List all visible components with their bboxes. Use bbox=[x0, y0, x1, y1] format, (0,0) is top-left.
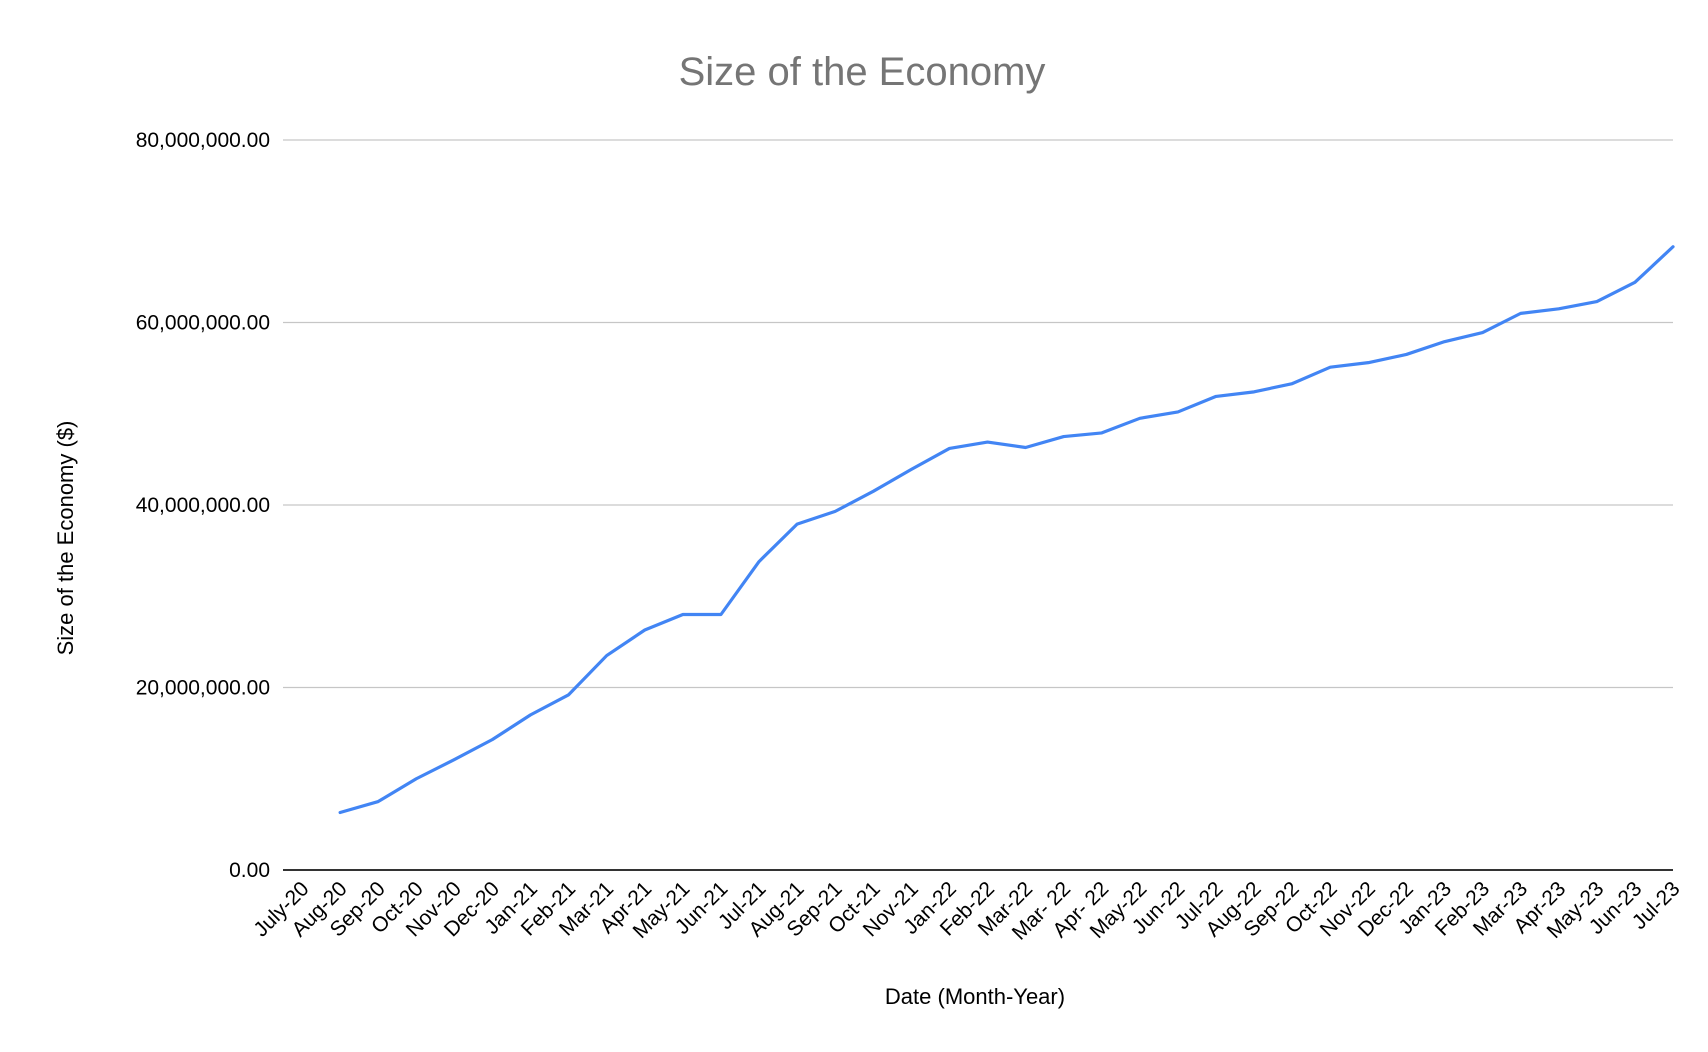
data-point bbox=[1481, 331, 1485, 335]
data-point bbox=[1176, 410, 1180, 414]
data-point bbox=[414, 777, 418, 781]
data-point bbox=[1290, 382, 1294, 386]
data-point bbox=[1024, 446, 1028, 450]
y-axis-label: Size of the Economy ($) bbox=[53, 421, 78, 656]
data-point bbox=[947, 446, 951, 450]
data-point bbox=[871, 489, 875, 493]
data-point bbox=[986, 440, 990, 444]
series-line bbox=[338, 245, 1675, 815]
x-axis-ticks: July-20Aug-20Sep-20Oct-20Nov-20Dec-20Jan… bbox=[249, 877, 1684, 944]
data-point bbox=[1557, 307, 1561, 311]
data-point bbox=[452, 758, 456, 762]
y-tick-label: 40,000,000.00 bbox=[136, 494, 270, 517]
y-axis-ticks: 0.00 20,000,000.00 40,000,000.00 60,000,000… bbox=[136, 129, 270, 882]
data-point bbox=[681, 613, 685, 617]
data-point bbox=[1100, 431, 1104, 435]
data-point bbox=[1443, 340, 1447, 344]
data-point bbox=[643, 628, 647, 632]
data-point bbox=[1519, 311, 1523, 315]
data-point bbox=[605, 654, 609, 658]
data-point bbox=[1404, 352, 1408, 356]
data-point bbox=[909, 467, 913, 471]
gridlines bbox=[283, 139, 1673, 871]
data-point bbox=[1328, 365, 1332, 369]
data-point bbox=[757, 560, 761, 564]
data-point bbox=[719, 613, 723, 617]
y-tick-label: 0.00 bbox=[229, 859, 270, 882]
data-point bbox=[529, 713, 533, 717]
chart-title: Size of the Economy bbox=[679, 50, 1046, 94]
y-tick-label: 60,000,000.00 bbox=[136, 312, 270, 335]
data-point bbox=[338, 811, 342, 815]
data-point bbox=[1671, 245, 1675, 249]
data-point bbox=[833, 509, 837, 513]
data-point bbox=[1214, 394, 1218, 398]
data-point bbox=[1595, 300, 1599, 304]
data-point bbox=[1633, 280, 1637, 284]
series-layer bbox=[338, 245, 1675, 815]
data-point bbox=[490, 738, 494, 742]
y-tick-label: 80,000,000.00 bbox=[136, 129, 270, 152]
data-point bbox=[795, 522, 799, 526]
data-point bbox=[1366, 361, 1370, 365]
data-point bbox=[1062, 435, 1066, 439]
data-point bbox=[376, 800, 380, 804]
data-point bbox=[1138, 416, 1142, 420]
data-point bbox=[567, 693, 571, 697]
x-axis-label: Date (Month-Year) bbox=[885, 984, 1065, 1009]
data-point bbox=[1252, 390, 1256, 394]
y-tick-label: 20,000,000.00 bbox=[136, 677, 270, 700]
